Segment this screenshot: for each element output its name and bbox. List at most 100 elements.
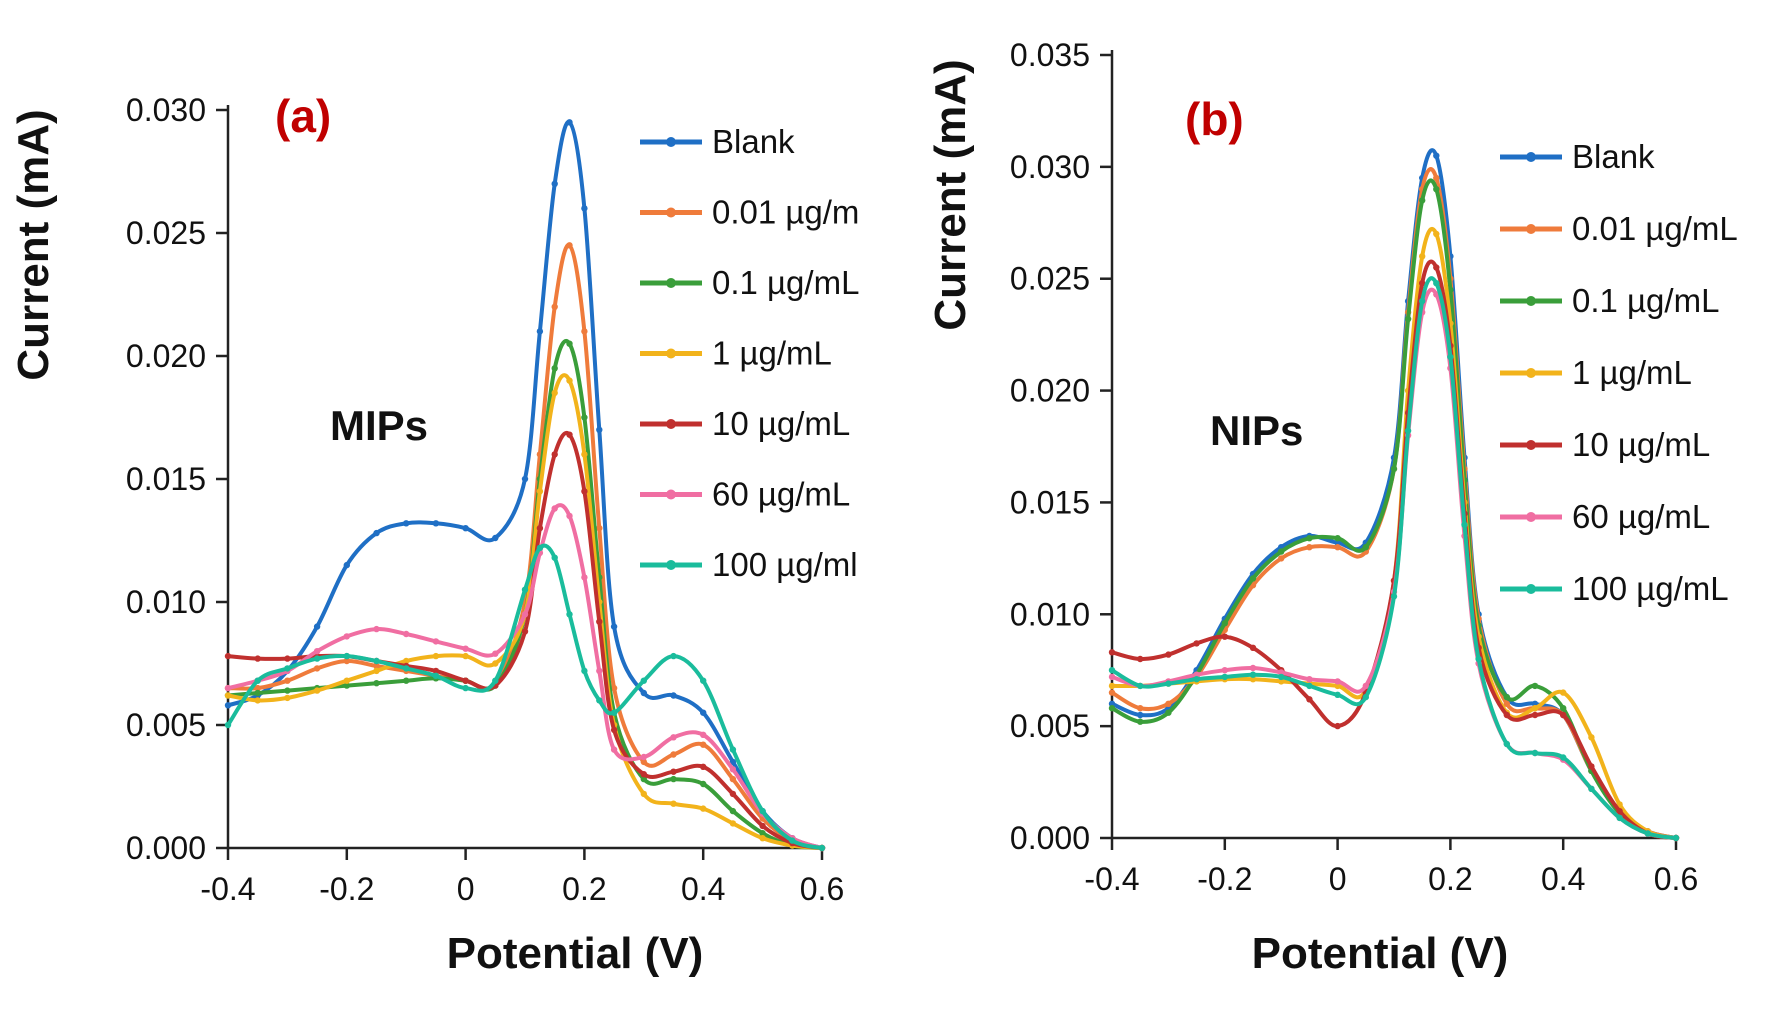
data-point	[818, 844, 826, 852]
data-point	[536, 525, 544, 532]
data-point	[343, 657, 350, 665]
data-point	[1334, 544, 1341, 551]
legend-marker	[1526, 224, 1536, 234]
data-point	[610, 623, 618, 630]
data-point	[729, 746, 737, 753]
data-point	[492, 677, 499, 684]
series-line	[1110, 276, 1678, 840]
legend-label: 100 µg/ml	[712, 546, 858, 583]
series-6	[224, 543, 826, 852]
data-point	[1334, 539, 1341, 546]
y-tick-label: 0.005	[1010, 708, 1090, 744]
legend: Blank 0.01 µg/m 0.1 µg/mL 1 µg/mL 10 µg/mL 60…	[640, 123, 859, 583]
x-tick-label: -0.4	[1084, 861, 1139, 897]
legend-marker	[666, 489, 676, 500]
data-point	[1503, 711, 1511, 719]
data-point	[551, 505, 558, 512]
data-point	[1616, 814, 1623, 822]
legend-label: 60 µg/mL	[712, 476, 850, 513]
legend-item: 60 µg/mL	[1500, 498, 1710, 535]
data-point	[566, 377, 573, 384]
data-point	[373, 680, 380, 687]
x-tick-label: -0.2	[319, 871, 374, 907]
data-point	[729, 820, 737, 827]
legend-item: 10 µg/mL	[1500, 426, 1710, 463]
y-tick-label: 0.010	[126, 584, 206, 620]
data-point	[581, 667, 588, 675]
x-tick-label: -0.4	[200, 871, 255, 907]
data-point	[566, 340, 573, 347]
data-point	[1447, 353, 1454, 361]
data-point	[373, 657, 380, 665]
data-point	[462, 525, 469, 532]
data-point	[521, 475, 529, 483]
data-point	[1560, 689, 1567, 696]
y-tick-label: 0.015	[1010, 484, 1090, 520]
data-point	[403, 630, 410, 638]
data-point	[313, 648, 321, 655]
data-point	[640, 758, 647, 766]
legend-marker	[666, 137, 676, 147]
data-point	[536, 488, 544, 495]
x-tick-label: 0.2	[562, 871, 606, 907]
y-tick-label: 0.010	[1010, 596, 1090, 632]
legend-item: 1 µg/mL	[640, 335, 832, 372]
series-line	[226, 120, 824, 850]
data-point	[462, 645, 469, 652]
legend-marker	[1526, 512, 1536, 522]
data-point	[1306, 544, 1313, 551]
data-point	[432, 672, 440, 679]
data-point	[1531, 705, 1539, 712]
data-point	[1419, 253, 1426, 260]
y-tick-label: 0.020	[1010, 373, 1090, 409]
data-point	[551, 365, 558, 372]
legend-marker	[1526, 584, 1536, 594]
y-tick-label: 0.000	[1010, 820, 1090, 856]
legend-marker	[1526, 440, 1536, 450]
data-point	[1616, 808, 1623, 815]
data-point	[492, 650, 499, 657]
data-point	[1137, 711, 1144, 719]
legend-label: 100 µg/mL	[1572, 570, 1729, 607]
legend-item: 0.1 µg/mL	[1500, 282, 1719, 319]
data-point	[1221, 620, 1229, 627]
data-point	[1447, 286, 1454, 294]
data-point	[536, 328, 544, 335]
data-point	[640, 775, 647, 783]
data-point	[551, 180, 558, 187]
data-point	[343, 561, 350, 569]
data-point	[1165, 651, 1172, 658]
data-point	[1503, 693, 1511, 701]
data-point	[566, 611, 573, 618]
data-point	[670, 734, 677, 741]
legend-item: 60 µg/mL	[640, 476, 850, 513]
data-point	[640, 689, 647, 697]
data-point	[224, 652, 232, 660]
data-point	[700, 741, 707, 748]
data-point	[254, 697, 261, 704]
legend-item: 100 µg/ml	[640, 546, 858, 583]
data-point	[610, 684, 618, 692]
data-point	[1306, 535, 1313, 542]
data-point	[1362, 693, 1370, 701]
data-point	[1334, 535, 1341, 542]
y-tick-label: 0.025	[126, 215, 206, 251]
data-point	[1503, 700, 1511, 707]
series-line	[1110, 227, 1678, 840]
data-point	[1390, 593, 1398, 600]
data-point	[403, 657, 410, 665]
data-point	[1433, 174, 1440, 182]
legend-item: Blank	[640, 123, 795, 160]
data-point	[1334, 682, 1341, 690]
legend-label: 1 µg/mL	[712, 335, 832, 372]
panel-label: (a)	[275, 90, 331, 142]
legend-marker	[666, 419, 676, 429]
data-point	[1404, 427, 1412, 434]
data-point	[581, 414, 588, 421]
legend-marker	[1526, 152, 1536, 162]
legend-marker	[666, 560, 676, 570]
data-point	[254, 677, 261, 684]
data-point	[462, 652, 469, 660]
legend-item: 0.01 µg/m	[640, 194, 859, 231]
data-point	[313, 665, 321, 672]
